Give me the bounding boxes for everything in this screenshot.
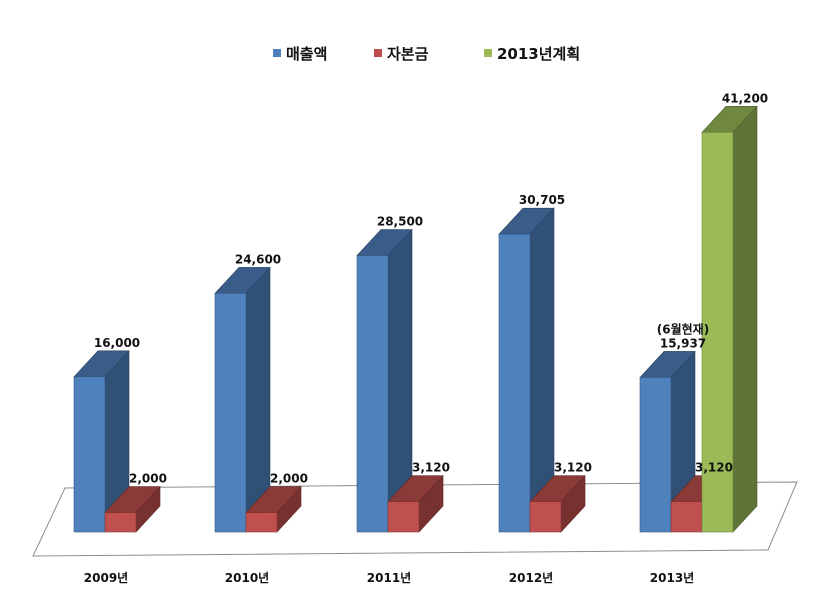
bar-value-label: 24,600: [235, 252, 281, 266]
bar-annotation-label: (6월현재): [657, 321, 709, 336]
x-tick-label: 2009년: [84, 571, 128, 585]
legend: 매출액 자본금 2013년계획: [273, 45, 580, 63]
x-tick-label: 2010년: [225, 571, 269, 585]
x-tick-label: 2012년: [509, 571, 553, 585]
bar-value-label: 15,937: [660, 336, 706, 350]
legend-swatch: [273, 49, 281, 57]
bar-value-label: 30,705: [519, 193, 565, 207]
bar-value-label: 3,120: [695, 461, 733, 475]
legend-label: 매출액: [286, 45, 327, 63]
x-tick-label: 2011년: [367, 571, 411, 585]
bars-layer: [73, 105, 758, 533]
bar: [387, 501, 420, 533]
bar-value-label: 2,000: [270, 472, 308, 486]
value-labels-layer: 16,000 2,000 24,600 2,000 28,500 3,120 30,705 3…: [94, 91, 768, 485]
legend-swatch: [374, 49, 382, 57]
bar: [104, 512, 137, 533]
bar-value-label: 3,120: [412, 461, 450, 475]
legend-label: 2013년계획: [497, 45, 580, 63]
bar: [701, 132, 734, 533]
bar-value-label: 16,000: [94, 336, 140, 350]
bar-value-label: 28,500: [377, 215, 423, 229]
bar: [529, 501, 562, 533]
x-axis-ticks: 2009년 2010년 2011년 2012년 2013년: [84, 571, 694, 585]
bar-value-label: 2,000: [129, 472, 167, 486]
bar: [670, 501, 703, 533]
legend-label: 자본금: [387, 45, 429, 63]
x-tick-label: 2013년: [650, 571, 694, 585]
bar: [73, 376, 106, 533]
bar-value-label: 3,120: [554, 461, 592, 475]
bar: [639, 377, 672, 533]
bar: [214, 293, 247, 533]
bar: [356, 255, 389, 533]
bar: [498, 233, 531, 533]
bar-side: [732, 105, 758, 533]
bar-value-label: 41,200: [722, 91, 768, 105]
bar: [245, 512, 278, 533]
legend-swatch: [484, 49, 492, 57]
